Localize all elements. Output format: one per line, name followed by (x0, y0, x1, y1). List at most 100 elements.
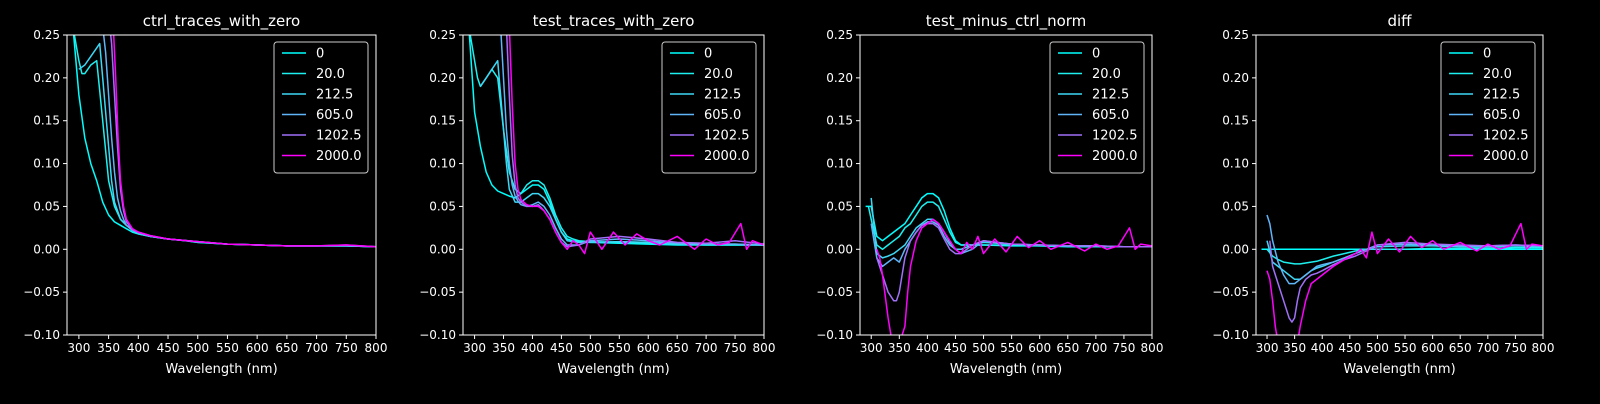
x-tick-label: 400 (1311, 341, 1334, 355)
y-tick-label: 0.20 (826, 71, 853, 85)
series-line-2000.0 (508, 35, 764, 255)
y-tick-label: 0.15 (33, 114, 60, 128)
legend-label: 2000.0 (1483, 149, 1529, 164)
legend-box (273, 41, 369, 174)
y-tick-label: 0.05 (429, 199, 456, 213)
legend-box (1440, 41, 1536, 174)
series-line-20.0 (867, 201, 1152, 251)
x-tick-label: 650 (275, 341, 298, 355)
legend-label: 1202.5 (316, 129, 362, 144)
x-tick-label: 350 (1283, 341, 1306, 355)
x-tick-label: 400 (916, 341, 939, 355)
y-tick-label: 0.15 (429, 114, 456, 128)
legend-label: 212.5 (704, 88, 741, 103)
chart-title: test_traces_with_zero (533, 12, 695, 31)
x-tick-label: 600 (246, 341, 269, 355)
legend-label: 2000.0 (704, 149, 750, 164)
legend-label: 20.0 (704, 67, 733, 82)
y-tick-label: 0.20 (1222, 71, 1249, 85)
axes-frame (66, 34, 377, 336)
x-tick-label: 500 (972, 341, 995, 355)
legend-label: 212.5 (1092, 88, 1129, 103)
series-line-605.0 (1266, 214, 1543, 285)
chart-title: diff (1387, 12, 1412, 30)
legend-label: 1202.5 (1092, 129, 1138, 144)
x-tick-label: 800 (1141, 341, 1164, 355)
x-tick-label: 350 (492, 341, 515, 355)
x-tick-label: 500 (1366, 341, 1389, 355)
x-tick-label: 650 (1056, 341, 1079, 355)
legend-label: 605.0 (316, 108, 353, 123)
x-tick-label: 300 (67, 341, 90, 355)
y-tick-label: −0.05 (23, 285, 60, 299)
axes-frame (462, 34, 765, 336)
y-tick-label: −0.05 (419, 285, 456, 299)
y-tick-label: 0.10 (1222, 157, 1249, 171)
y-tick-label: 0.05 (33, 199, 60, 213)
x-tick-label: 400 (521, 341, 544, 355)
y-tick-label: −0.05 (1212, 285, 1249, 299)
y-tick-label: 0.00 (33, 242, 60, 256)
legend: 0 20.0 212.5 605.0 1202.5 2000.0 (661, 41, 757, 174)
x-tick-label: 500 (186, 341, 209, 355)
x-tick-label: 450 (1338, 341, 1361, 355)
x-tick-label: 600 (1028, 341, 1051, 355)
legend-label: 605.0 (1092, 108, 1129, 123)
legend-label: 1202.5 (704, 129, 750, 144)
legend-label: 0 (316, 47, 324, 62)
y-tick-label: 0.20 (429, 71, 456, 85)
x-tick-label: 450 (550, 341, 573, 355)
x-tick-label: 750 (724, 341, 747, 355)
legend-label: 0 (1483, 47, 1491, 62)
x-tick-label: 450 (944, 341, 967, 355)
x-tick-label: 700 (695, 341, 718, 355)
y-tick-label: −0.05 (816, 285, 853, 299)
x-tick-label: 600 (637, 341, 660, 355)
x-tick-label: 750 (335, 341, 358, 355)
chart-1: ctrl_traces_with_zero 300 350 400 450 500 550 6… (23, 12, 387, 377)
x-tick-label: 550 (608, 341, 631, 355)
legend-label: 20.0 (1483, 67, 1512, 82)
x-tick-label: 800 (365, 341, 388, 355)
axes-frame (859, 34, 1153, 336)
y-tick-label: −0.10 (1212, 328, 1249, 342)
x-tick-label: 600 (1421, 341, 1444, 355)
x-tick-label: 350 (888, 341, 911, 355)
x-tick-label: 700 (1476, 341, 1499, 355)
x-tick-label: 700 (305, 341, 328, 355)
y-tick-label: 0.20 (33, 71, 60, 85)
y-tick-label: 0.10 (429, 157, 456, 171)
y-tick-label: 0.25 (33, 28, 60, 42)
x-axis-label: Wavelength (nm) (165, 362, 277, 377)
x-tick-label: 400 (127, 341, 150, 355)
x-tick-label: 800 (753, 341, 776, 355)
chart-3: test_minus_ctrl_norm 300 350 400 450 500 550 60… (816, 12, 1163, 377)
axes-frame (1255, 34, 1544, 336)
y-tick-label: 0.05 (826, 199, 853, 213)
legend: 0 20.0 212.5 605.0 1202.5 2000.0 (1049, 41, 1145, 174)
legend: 0 20.0 212.5 605.0 1202.5 2000.0 (1440, 41, 1536, 174)
legend-label: 1202.5 (1483, 129, 1529, 144)
legend-label: 2000.0 (1092, 149, 1138, 164)
x-tick-label: 550 (1000, 341, 1023, 355)
series-line-605.0 (500, 35, 764, 246)
y-tick-label: −0.10 (419, 328, 456, 342)
chart-2: test_traces_with_zero 300 350 400 450 500 550 6… (419, 12, 775, 377)
series-line-2000.0 (1266, 222, 1543, 335)
chart-4: diff 300 350 400 450 500 550 600 650 700 750 800 −0.… (1212, 12, 1554, 377)
legend-label: 212.5 (316, 88, 353, 103)
chart-title: test_minus_ctrl_norm (926, 12, 1087, 31)
legend-box (1049, 41, 1145, 174)
x-tick-label: 550 (216, 341, 239, 355)
y-tick-label: 0.25 (1222, 28, 1249, 42)
legend-label: 0 (1092, 47, 1100, 62)
y-tick-label: 0.00 (826, 242, 853, 256)
series-line-1202.5 (1269, 240, 1543, 323)
series-line-2000.0 (112, 35, 376, 248)
y-tick-label: 0.00 (429, 242, 456, 256)
x-tick-label: 750 (1112, 341, 1135, 355)
x-axis-label: Wavelength (nm) (1343, 362, 1455, 377)
chart-title: ctrl_traces_with_zero (143, 12, 300, 31)
